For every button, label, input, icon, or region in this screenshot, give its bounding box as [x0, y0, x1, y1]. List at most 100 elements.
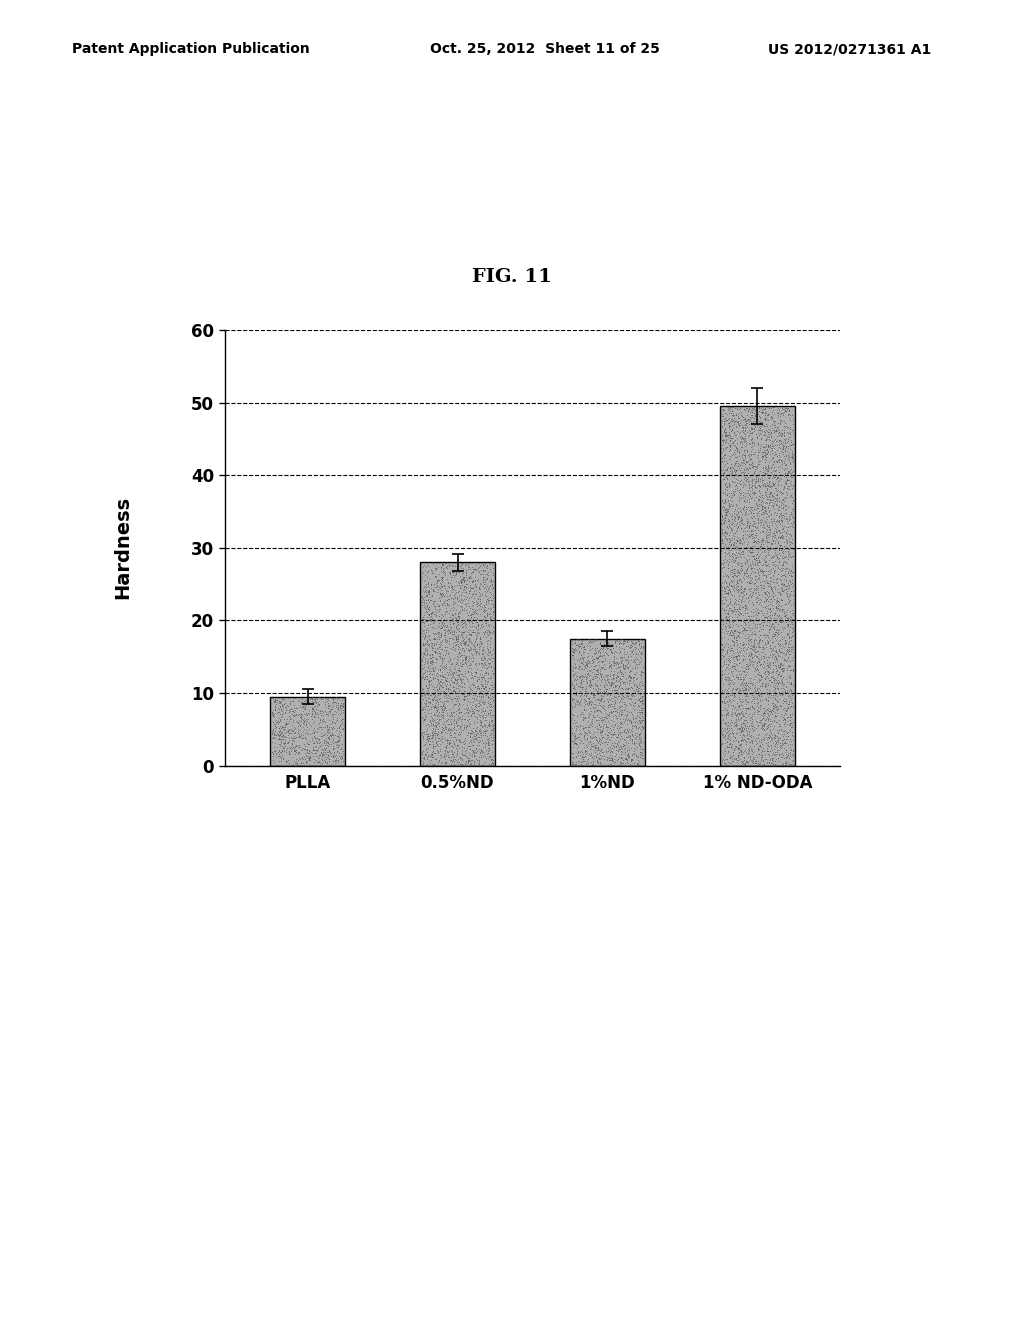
Point [416, 605, 432, 626]
Point [780, 397, 797, 418]
Point [739, 549, 756, 570]
Point [472, 628, 488, 649]
Point [442, 709, 459, 730]
Point [616, 739, 633, 760]
Point [742, 573, 759, 594]
Point [784, 511, 801, 532]
Point [737, 447, 754, 469]
Point [751, 711, 767, 733]
Point [720, 667, 736, 688]
Point [783, 640, 800, 661]
Point [620, 751, 636, 772]
Point [772, 441, 788, 462]
Point [569, 628, 586, 649]
Point [730, 486, 746, 507]
Point [722, 532, 738, 553]
Point [715, 593, 731, 614]
Point [319, 727, 336, 748]
Point [718, 473, 734, 494]
Point [729, 751, 745, 772]
Point [765, 692, 781, 713]
Point [735, 678, 752, 700]
Point [467, 665, 483, 686]
Point [726, 565, 742, 586]
Point [452, 601, 468, 622]
Point [749, 688, 765, 709]
Point [781, 578, 798, 599]
Point [756, 582, 772, 603]
Point [779, 671, 796, 692]
Point [280, 688, 296, 709]
Point [465, 684, 481, 705]
Point [742, 558, 759, 579]
Point [773, 469, 790, 490]
Point [579, 657, 595, 678]
Point [716, 408, 732, 429]
Point [419, 652, 435, 673]
Point [575, 698, 592, 719]
Point [753, 437, 769, 458]
Point [283, 698, 299, 719]
Point [295, 721, 311, 742]
Point [627, 655, 643, 676]
Point [766, 411, 782, 432]
Point [746, 561, 763, 582]
Point [467, 628, 483, 649]
Point [729, 570, 745, 591]
Point [738, 717, 755, 738]
Point [722, 434, 738, 455]
Point [568, 684, 585, 705]
Point [741, 630, 758, 651]
Point [744, 675, 761, 696]
Point [770, 606, 786, 627]
Point [453, 623, 469, 644]
Point [482, 688, 499, 709]
Point [744, 648, 761, 669]
Point [764, 495, 780, 516]
Point [455, 630, 471, 651]
Point [485, 696, 502, 717]
Point [757, 429, 773, 450]
Point [303, 698, 319, 719]
Point [729, 630, 745, 651]
Point [729, 576, 745, 597]
Point [433, 624, 450, 645]
Point [742, 496, 759, 517]
Point [765, 684, 781, 705]
Point [749, 544, 765, 565]
Point [758, 676, 774, 697]
Point [623, 711, 639, 733]
Point [434, 747, 451, 768]
Point [716, 726, 732, 747]
Point [733, 577, 750, 598]
Point [774, 516, 791, 537]
Point [301, 700, 317, 721]
Point [312, 700, 329, 721]
Point [766, 576, 782, 597]
Point [578, 689, 594, 710]
Point [615, 638, 632, 659]
Point [416, 682, 432, 704]
Point [743, 610, 760, 631]
Point [290, 750, 306, 771]
Point [431, 727, 447, 748]
Point [613, 726, 630, 747]
Point [768, 642, 784, 663]
Point [564, 655, 581, 676]
Point [593, 685, 609, 706]
Point [431, 727, 447, 748]
Point [271, 723, 288, 744]
Point [743, 729, 760, 750]
Point [776, 550, 793, 572]
Point [738, 643, 755, 664]
Point [592, 632, 608, 653]
Point [763, 533, 779, 554]
Point [287, 741, 303, 762]
Point [433, 624, 450, 645]
Point [461, 587, 477, 609]
Point [729, 517, 745, 539]
Point [757, 401, 773, 422]
Point [752, 709, 768, 730]
Point [781, 747, 798, 768]
Point [744, 719, 761, 741]
